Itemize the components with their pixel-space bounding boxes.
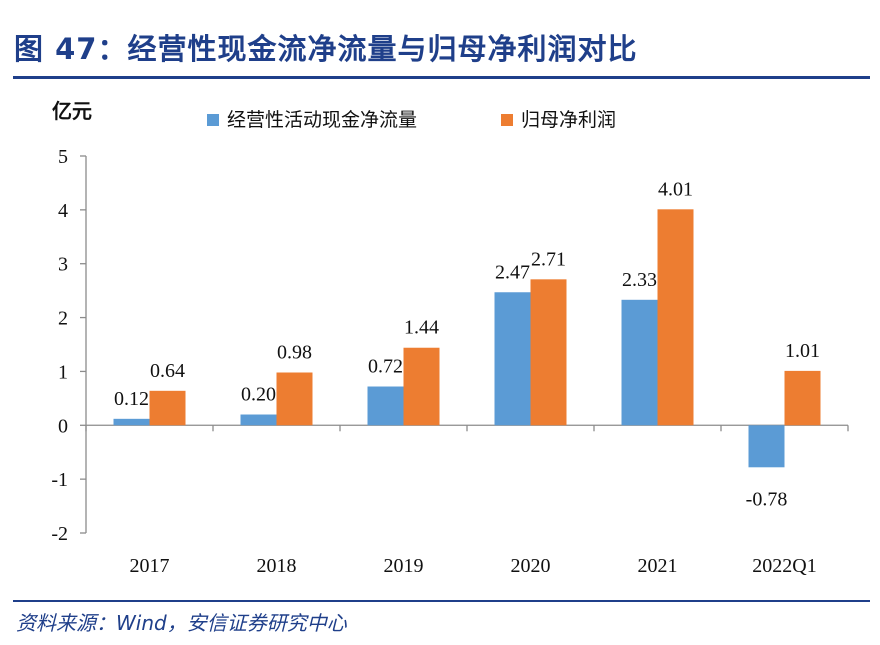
data-label: 0.20 xyxy=(241,384,276,406)
bar-chart: -2 -1 0 1 2 3 4 5 2017 2018 2019 2020 2021 2022Q1 亿元 0… xyxy=(51,99,849,577)
x-category-label: 2018 xyxy=(257,555,297,577)
bar-net-profit xyxy=(276,372,313,426)
data-label: 2.71 xyxy=(531,248,566,270)
chart-legend: 经营性活动现金净流量 归母净利润 xyxy=(207,109,616,131)
y-tick-label: -1 xyxy=(51,469,68,491)
chart-bars xyxy=(113,209,821,468)
chart-axes: -2 -1 0 1 2 3 4 5 2017 2018 2019 2020 2021 2022Q1 亿元 xyxy=(51,99,849,577)
bar-net-profit xyxy=(657,209,694,426)
bar-operating-cash-flow xyxy=(113,418,150,426)
bar-net-profit xyxy=(784,370,821,426)
y-axis-unit-label: 亿元 xyxy=(52,99,92,123)
bar-net-profit xyxy=(530,279,567,426)
y-tick-label: 1 xyxy=(58,361,68,383)
bar-net-profit xyxy=(149,390,186,426)
legend-swatch xyxy=(207,114,219,126)
source-divider xyxy=(13,600,870,602)
bar-operating-cash-flow xyxy=(240,414,277,426)
data-label: 0.12 xyxy=(114,388,149,410)
legend-label: 经营性活动现金净流量 xyxy=(227,109,417,131)
legend-swatch xyxy=(501,114,513,126)
data-label: -0.78 xyxy=(746,488,788,510)
data-label: 2.47 xyxy=(495,261,530,283)
y-tick-label: 3 xyxy=(58,254,68,276)
source-note: 资料来源：Wind，安信证券研究中心 xyxy=(16,611,347,635)
x-category-label: 2022Q1 xyxy=(752,555,816,577)
y-tick-label: 2 xyxy=(58,308,68,330)
data-label: 0.72 xyxy=(368,356,403,378)
title-divider xyxy=(13,76,870,79)
y-tick-label: 4 xyxy=(58,200,68,222)
chart-data-labels: 0.12 0.20 0.72 2.47 2.33 -0.78 0.64 0.98 1.44 2.7… xyxy=(114,178,820,510)
data-label: 0.98 xyxy=(277,342,312,364)
y-tick-label: -2 xyxy=(51,523,68,545)
x-category-label: 2019 xyxy=(384,555,424,577)
data-label: 0.64 xyxy=(150,360,185,382)
x-category-label: 2020 xyxy=(511,555,551,577)
bar-operating-cash-flow xyxy=(621,299,658,426)
y-tick-label: 0 xyxy=(58,415,68,437)
legend-label: 归母净利润 xyxy=(521,109,616,131)
figure-title: 图 47：经营性现金流净流量与归母净利润对比 xyxy=(14,32,638,66)
data-label: 1.44 xyxy=(404,317,439,339)
x-category-label: 2021 xyxy=(638,555,678,577)
x-category-label: 2017 xyxy=(130,555,170,577)
bar-net-profit xyxy=(403,347,440,426)
data-label: 1.01 xyxy=(785,340,820,362)
data-label: 4.01 xyxy=(658,178,693,200)
data-label: 2.33 xyxy=(622,269,657,291)
bar-operating-cash-flow xyxy=(494,292,531,426)
y-tick-label: 5 xyxy=(58,146,68,168)
bar-operating-cash-flow xyxy=(367,386,404,426)
bar-operating-cash-flow xyxy=(748,425,785,468)
